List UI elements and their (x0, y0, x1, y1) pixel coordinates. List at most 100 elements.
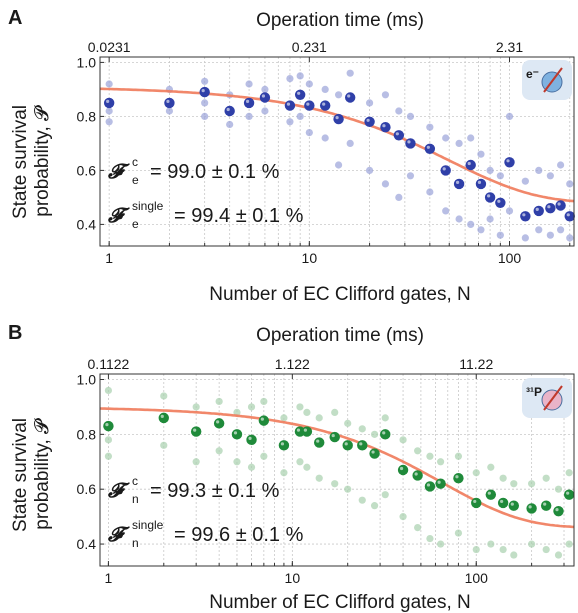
mean-point-highlight-b (510, 502, 514, 506)
top-tick-label-b: 0.1122 (88, 356, 130, 372)
sample-point-a (334, 161, 343, 169)
sample-point-a (426, 123, 434, 131)
sample-point-b (399, 513, 407, 521)
fidelity-value-b: = 99.6 ± 0.1 % (174, 524, 304, 546)
mean-point-b (369, 448, 380, 459)
mean-point-highlight-b (344, 442, 348, 446)
sample-point-b (344, 419, 352, 427)
sample-point-b (542, 474, 550, 482)
mean-point-highlight-b (280, 442, 285, 446)
sample-point-a (521, 234, 529, 242)
mean-point-highlight-b (233, 431, 238, 435)
sample-point-b (247, 403, 256, 411)
mean-point-a (199, 86, 210, 98)
mean-point-b (485, 489, 497, 500)
sample-point-a (305, 129, 313, 137)
sample-point-a (261, 107, 269, 115)
mean-point-b (412, 470, 423, 481)
x-tick-label-b: 1 (105, 570, 113, 586)
mean-point-highlight-b (500, 499, 504, 504)
sample-point-b (104, 452, 113, 460)
fidelity-superscript-b: c (132, 474, 138, 488)
mean-point-b (526, 503, 537, 514)
mean-point-a (259, 92, 271, 103)
sample-point-b (381, 414, 389, 422)
mean-point-highlight-a (547, 205, 551, 209)
badge-label-a: e⁻ (526, 67, 539, 81)
sample-point-a (201, 112, 209, 120)
mean-point-b (231, 429, 243, 440)
sample-point-b (215, 447, 223, 455)
y-axis-label-b-line1: State survival (10, 418, 31, 532)
sample-point-b (414, 447, 422, 455)
mean-point-highlight-a (477, 180, 482, 184)
mean-point-highlight-a (442, 167, 446, 171)
mean-point-a (453, 178, 465, 190)
x-tick-label-a: 10 (302, 250, 318, 266)
mean-point-b (563, 489, 575, 500)
mean-point-highlight-a (566, 213, 570, 217)
mean-point-a (224, 105, 235, 117)
y-tick-label-b: 0.8 (77, 426, 97, 442)
mean-point-highlight-b (105, 423, 109, 427)
mean-point-highlight-a (366, 118, 370, 122)
mean-point-b (301, 426, 313, 437)
mean-point-highlight-b (528, 505, 532, 509)
mean-point-a (344, 92, 356, 103)
sample-point-b (303, 463, 311, 471)
fit-curve-b (99, 407, 575, 529)
y-axis-label-a-line1: State survival (10, 105, 31, 219)
fidelity-superscript-a: single (132, 199, 164, 213)
sample-point-b (280, 414, 288, 422)
top-tick-label-b: 1.122 (275, 356, 310, 372)
sample-point-a (296, 72, 304, 80)
top-axis-label-a: Operation time (ms) (256, 10, 424, 31)
sample-point-a (477, 226, 485, 234)
mean-point-b (508, 500, 519, 511)
panel-letter-a: A (8, 7, 22, 29)
mean-point-highlight-b (371, 450, 375, 454)
mean-point-highlight-a (245, 99, 250, 103)
sample-point-a (346, 139, 354, 147)
mean-point-highlight-b (160, 414, 164, 418)
sample-point-b (192, 458, 200, 466)
y-tick-label-a: 0.8 (77, 108, 97, 124)
mean-point-a (564, 211, 575, 222)
sample-point-b (192, 403, 200, 411)
y-tick-label-b: 0.4 (77, 536, 97, 552)
sample-point-b (315, 474, 323, 482)
plot-frame-b (99, 373, 575, 567)
fidelity-superscript-a: c (132, 155, 138, 169)
sample-point-a (245, 112, 253, 120)
mean-point-b (397, 464, 409, 476)
x-tick-label-b: 100 (465, 570, 489, 586)
mean-point-highlight-a (201, 89, 205, 93)
panel-letter-b: B (8, 322, 22, 344)
sample-point-a (286, 118, 294, 126)
sample-point-b (160, 441, 168, 449)
y-tick-label-b: 0.6 (77, 481, 97, 497)
mean-point-a (333, 113, 344, 125)
mean-point-a (533, 205, 544, 217)
badge-label-b: ³¹P (526, 385, 542, 399)
sample-point-b (160, 392, 168, 400)
sample-point-a (566, 234, 574, 242)
mean-point-a (555, 200, 566, 211)
mean-point-a (475, 178, 487, 190)
fidelity-value-a: = 99.0 ± 0.1 % (150, 161, 280, 183)
plot-frame-a (99, 56, 575, 247)
mean-point-a (243, 97, 255, 109)
mean-point-highlight-b (216, 420, 220, 424)
mean-point-highlight-b (455, 475, 459, 479)
top-axis-label-b: Operation time (ms) (256, 325, 424, 346)
sample-point-b (399, 436, 407, 444)
sample-point-a (496, 172, 504, 180)
mean-point-highlight-a (522, 213, 526, 217)
mean-point-b (471, 497, 482, 509)
fidelity-symbol-b: 𝓕 (107, 524, 130, 546)
sample-point-b (233, 458, 241, 466)
mean-point-b (278, 440, 290, 451)
mean-point-b (453, 473, 464, 484)
mean-point-a (495, 197, 506, 208)
